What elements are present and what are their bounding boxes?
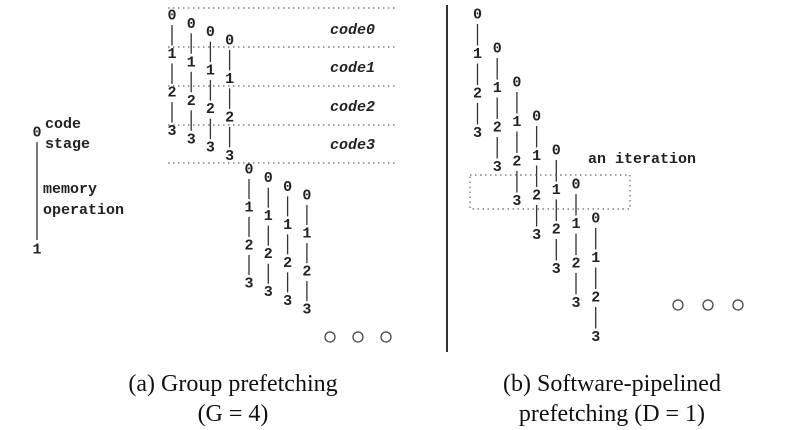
stage-digit: 0 — [264, 170, 273, 187]
stage-digit: 0 — [591, 211, 600, 228]
stage-column: 0 1 2 3 — [302, 188, 311, 319]
stage-digit: 0 — [571, 177, 580, 194]
legend-mem-label-2: operation — [43, 202, 124, 219]
stage-digit: 0 — [187, 16, 196, 33]
stage-digit: 3 — [493, 159, 502, 176]
stage-digit: 2 — [187, 93, 196, 110]
stage-digit: 3 — [244, 276, 253, 293]
stage-digit: 1 — [244, 200, 253, 217]
stage-digit: 0 — [225, 32, 234, 49]
legend-code-label-1: code — [45, 116, 81, 133]
stage-digit: 3 — [302, 302, 311, 319]
legend-code-label-2: stage — [45, 136, 90, 153]
caption-a-line2: (G = 4) — [198, 401, 269, 427]
stage-digit: 3 — [187, 131, 196, 148]
stage-digit: 2 — [264, 246, 273, 263]
stage-digit: 2 — [473, 86, 482, 103]
stage-digit: 2 — [225, 109, 234, 126]
stage-digit: 2 — [512, 154, 521, 171]
stage-digit: 1 — [571, 216, 580, 233]
stage-column: 0 1 2 3 — [264, 170, 273, 301]
stage-digit: 2 — [283, 255, 292, 272]
stage-column: 0 1 2 3 — [167, 8, 176, 141]
stage-columns: 0123012301230123012301230123012301230123… — [167, 7, 600, 347]
ellipsis-icon-b — [672, 299, 744, 311]
legend: 0 1 code stage memory operation — [32, 116, 124, 259]
stage-column: 0 1 2 3 — [283, 179, 292, 310]
stage-column: 0 1 2 3 — [552, 143, 561, 279]
stage-digit: 1 — [264, 208, 273, 225]
stage-digit: 3 — [167, 123, 176, 140]
stage-digit: 2 — [206, 101, 215, 118]
stage-digit: 3 — [571, 295, 580, 312]
stage-digit: 0 — [512, 75, 521, 92]
stage-digit: 0 — [283, 179, 292, 196]
code-row-label: code0 — [330, 22, 375, 39]
stage-digit: 1 — [493, 80, 502, 97]
stage-digit: 3 — [532, 227, 541, 244]
stage-digit: 3 — [473, 125, 482, 142]
stage-digit: 1 — [302, 226, 311, 243]
stage-digit: 0 — [493, 41, 502, 58]
caption-a-line1: (a) Group prefetching — [128, 371, 337, 397]
stage-digit: 1 — [512, 114, 521, 131]
stage-digit: 2 — [493, 120, 502, 137]
iteration-label: an iteration — [588, 151, 696, 168]
stage-digit: 1 — [167, 46, 176, 63]
stage-digit: 1 — [283, 217, 292, 234]
stage-digit: 3 — [264, 284, 273, 301]
stage-column: 0 1 2 3 — [512, 75, 521, 211]
stage-digit: 1 — [187, 54, 196, 71]
stage-column: 0 1 2 3 — [206, 24, 215, 157]
stage-column: 0 1 2 3 — [591, 211, 600, 347]
stage-digit: 2 — [571, 256, 580, 273]
stage-digit: 0 — [532, 109, 541, 126]
iteration-box — [469, 174, 631, 210]
stage-digit: 2 — [532, 188, 541, 205]
stage-column: 0 1 2 3 — [532, 109, 541, 245]
code-row-label: code1 — [330, 60, 375, 77]
stage-digit: 0 — [473, 7, 482, 24]
stage-column: 0 1 2 3 — [571, 177, 580, 313]
stage-digit: 3 — [206, 140, 215, 157]
stage-digit: 0 — [244, 162, 253, 179]
stage-digit: 0 — [206, 24, 215, 41]
ellipsis-icon-a — [324, 331, 392, 343]
stage-column: 0 1 2 3 — [493, 41, 502, 177]
stage-digit: 0 — [552, 143, 561, 160]
stage-column: 0 1 2 3 — [225, 32, 234, 165]
stage-digit: 2 — [591, 290, 600, 307]
caption-b-line1: (b) Software-pipelined — [503, 371, 721, 397]
stage-digit: 3 — [283, 293, 292, 310]
stage-digit: 2 — [244, 238, 253, 255]
code-rows: code0 code1 code2 code3 — [330, 22, 375, 154]
stage-column: 0 1 2 3 — [187, 16, 196, 149]
stage-digit: 2 — [167, 85, 176, 102]
stage-digit: 2 — [552, 222, 561, 239]
stage-digit: 1 — [591, 250, 600, 267]
stage-digit: 3 — [512, 193, 521, 210]
legend-top-digit: 0 — [32, 125, 41, 142]
stage-digit: 1 — [473, 46, 482, 63]
stage-digit: 2 — [302, 264, 311, 281]
legend-bottom-digit: 1 — [32, 242, 41, 259]
stage-digit: 0 — [302, 188, 311, 205]
caption-b-line2: prefetching (D = 1) — [519, 401, 705, 427]
stage-digit: 3 — [552, 261, 561, 278]
stage-digit: 0 — [167, 8, 176, 25]
legend-mem-label-1: memory — [43, 181, 97, 198]
code-row-label: code3 — [330, 137, 375, 154]
stage-digit: 3 — [225, 148, 234, 165]
stage-digit: 1 — [206, 63, 215, 80]
stage-digit: 1 — [532, 148, 541, 165]
stage-column: 0 1 2 3 — [244, 162, 253, 293]
stage-digit: 1 — [552, 182, 561, 199]
code-row-label: code2 — [330, 99, 375, 116]
stage-column: 0 1 2 3 — [473, 7, 482, 143]
stage-digit: 3 — [591, 329, 600, 346]
stage-digit: 1 — [225, 71, 234, 88]
